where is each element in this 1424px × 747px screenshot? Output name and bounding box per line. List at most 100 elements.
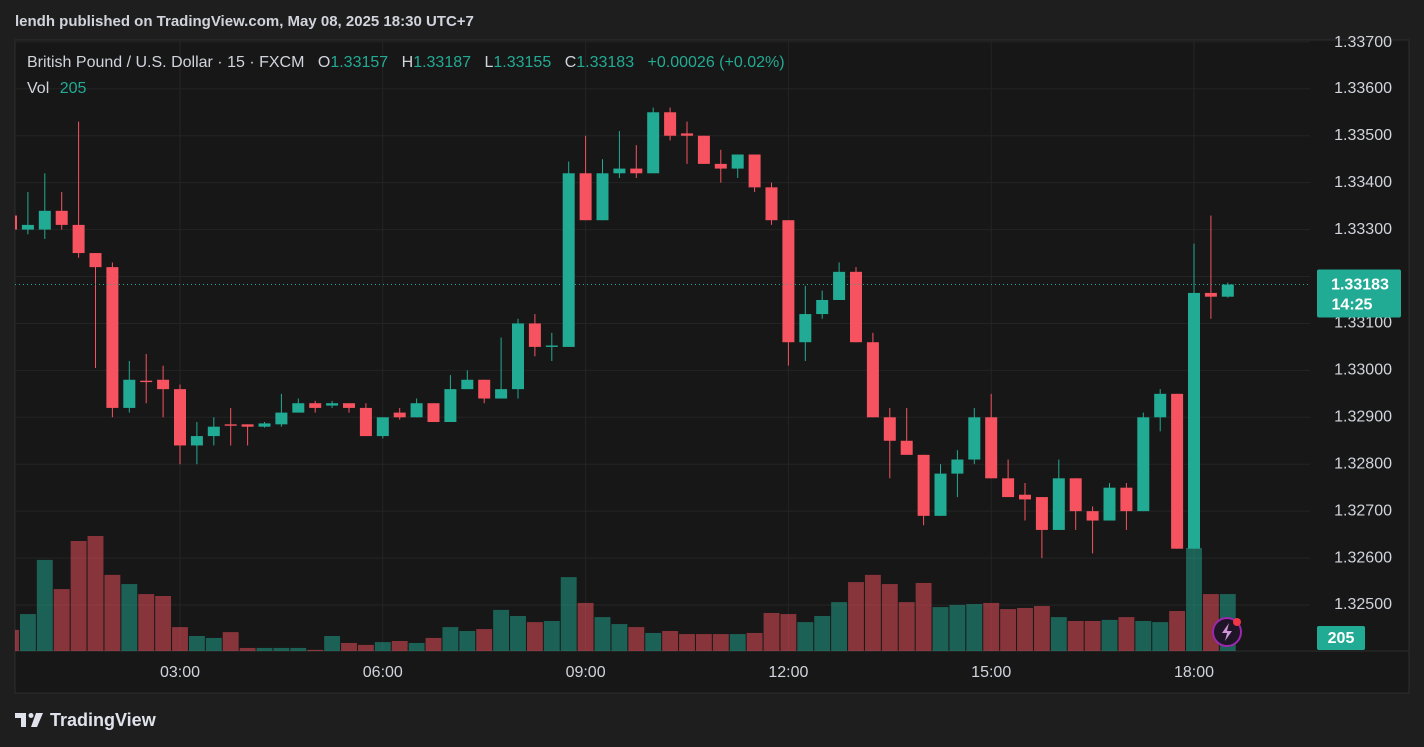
- alert-icon[interactable]: [1212, 617, 1242, 647]
- high-label: H: [401, 54, 414, 71]
- volume-bar: [729, 634, 746, 651]
- candle-body: [478, 379, 491, 399]
- candle-body: [309, 403, 322, 408]
- candle-body: [140, 380, 153, 383]
- volume-bar: [1169, 611, 1186, 651]
- candle-body: [833, 271, 846, 300]
- candle-body: [900, 440, 913, 455]
- volume-bar: [188, 636, 205, 651]
- volume-bar: [70, 541, 87, 651]
- candle-body: [866, 342, 879, 418]
- candle-body: [630, 168, 643, 174]
- y-tick-label: 1.33600: [1334, 80, 1392, 97]
- candle-body: [934, 473, 947, 516]
- volume-bar: [763, 612, 780, 651]
- volume-bar: [1152, 622, 1169, 651]
- candle-body: [190, 436, 203, 446]
- y-tick-label: 1.32800: [1334, 455, 1392, 472]
- volume-bar: [307, 649, 324, 651]
- open-label: O: [317, 54, 331, 71]
- candle-body: [106, 267, 119, 408]
- volume-bar: [949, 604, 966, 651]
- candle-body: [72, 224, 85, 254]
- y-tick-label: 1.32500: [1334, 596, 1392, 613]
- candle-body: [410, 403, 423, 418]
- volume-bar: [983, 602, 1000, 651]
- candle-body: [596, 173, 609, 221]
- open-value: 1.33157: [330, 54, 389, 71]
- y-tick-label: 1.32700: [1334, 502, 1392, 519]
- candle-body: [850, 271, 862, 343]
- volume-bar: [966, 604, 983, 651]
- y-tick-label: 1.33300: [1334, 221, 1392, 238]
- volume-bar: [324, 636, 341, 651]
- volume-bar: [746, 632, 763, 651]
- volume-bar: [1084, 621, 1101, 651]
- y-tick-label: 1.33000: [1334, 362, 1392, 379]
- candle-body: [512, 323, 524, 390]
- candle-body: [275, 412, 288, 425]
- volume-bar: [1000, 609, 1017, 651]
- candle-body: [731, 154, 744, 169]
- volume-bar: [87, 536, 104, 651]
- volume-bar: [104, 574, 121, 651]
- volume-bar: [510, 616, 526, 651]
- volume-bar: [341, 642, 357, 651]
- candle-body: [1002, 478, 1015, 498]
- volume-bar: [679, 634, 695, 651]
- candle-body: [174, 389, 186, 446]
- candle-body: [427, 403, 440, 422]
- volume-bar: [239, 647, 256, 651]
- volume-bar: [459, 631, 476, 651]
- volume-bar: [594, 617, 611, 651]
- volume-bar: [611, 624, 628, 651]
- candle-body: [765, 187, 778, 221]
- candle-body: [326, 403, 339, 406]
- volume-bar: [864, 574, 881, 651]
- candle-body: [207, 426, 220, 437]
- volume-bar: [848, 582, 864, 651]
- candle-body: [697, 135, 710, 164]
- candle-body: [579, 173, 592, 221]
- candle-body: [748, 154, 761, 188]
- volume-bar: [915, 582, 932, 651]
- symbol-name: British Pound / U.S. Dollar · 15 · FXCM: [27, 54, 305, 71]
- candle-body: [376, 417, 389, 437]
- candle-body: [21, 224, 34, 230]
- volume-bar: [577, 602, 594, 651]
- price-tag-value: 1.33183: [1331, 277, 1389, 294]
- candle-body: [123, 379, 136, 408]
- volume-bar: [476, 629, 493, 651]
- volume-bar: [442, 627, 459, 651]
- brand-name: TradingView: [50, 710, 157, 730]
- candle-body: [545, 345, 558, 347]
- candle-body: [359, 407, 372, 437]
- candle-body: [664, 112, 677, 136]
- candle-body: [1019, 494, 1031, 500]
- volume-bar: [1033, 606, 1050, 651]
- close-label: C: [564, 54, 577, 71]
- x-tick-label: 18:00: [1174, 664, 1214, 681]
- candle-body: [951, 459, 964, 474]
- candle-body: [393, 412, 406, 418]
- volume-bar: [121, 584, 138, 651]
- volume-tag-value: 205: [1328, 630, 1355, 647]
- candle-body: [55, 210, 68, 225]
- candle-body: [258, 423, 271, 427]
- candle-body: [1052, 478, 1065, 530]
- volume-bar: [53, 589, 70, 651]
- low-value: 1.33155: [493, 54, 552, 71]
- candle-body: [1204, 292, 1217, 297]
- candle-body: [613, 168, 626, 174]
- candle-body: [647, 112, 660, 174]
- volume-bar: [1118, 617, 1135, 651]
- candle-body: [157, 379, 170, 390]
- x-tick-label: 15:00: [971, 664, 1011, 681]
- candle-body: [1120, 487, 1133, 512]
- volume-value: 205: [59, 80, 87, 97]
- y-tick-label: 1.33400: [1334, 174, 1392, 191]
- chart-pane: [14, 39, 1410, 694]
- volume-bars: [15, 536, 1236, 651]
- legend: British Pound / U.S. Dollar · 15 · FXCM …: [27, 54, 785, 72]
- volume-bar: [628, 627, 645, 651]
